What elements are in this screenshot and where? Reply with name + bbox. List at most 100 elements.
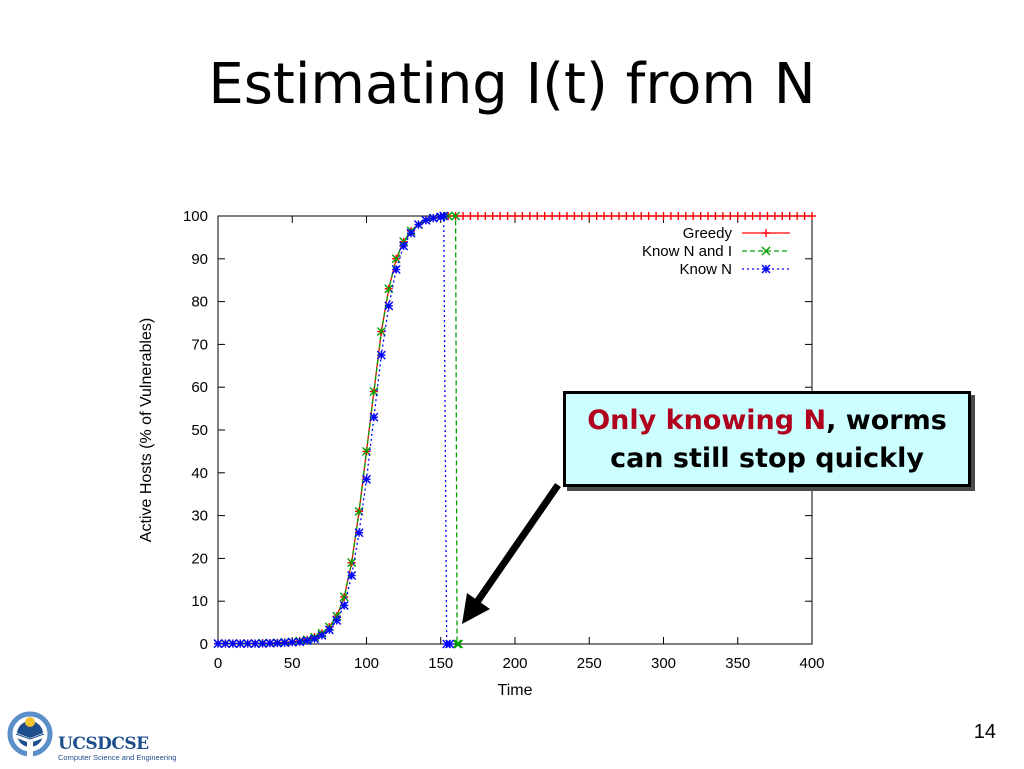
data-point xyxy=(413,220,423,230)
data-point xyxy=(644,212,653,220)
legend-marker xyxy=(761,246,771,256)
data-point xyxy=(376,350,386,360)
data-point xyxy=(332,615,342,625)
ucsd-cse-logo: UCSDCSE Computer Science and Engineering xyxy=(6,710,176,764)
callout-arrow xyxy=(462,483,561,624)
data-point xyxy=(369,412,379,422)
data-point xyxy=(347,558,357,568)
data-point xyxy=(243,639,253,649)
callout-text-line1: , worms xyxy=(826,405,947,436)
data-point xyxy=(748,212,757,220)
x-tick-label: 50 xyxy=(284,655,301,672)
logo-subtitle: Computer Science and Engineering xyxy=(58,753,177,762)
data-point xyxy=(689,212,698,220)
x-tick-label: 0 xyxy=(214,655,222,672)
data-point xyxy=(785,212,794,220)
data-point xyxy=(376,327,386,337)
data-point xyxy=(756,212,765,220)
data-point xyxy=(473,212,482,220)
y-tick-label: 10 xyxy=(191,593,208,610)
legend-label: Know N xyxy=(679,261,732,278)
data-point xyxy=(511,212,519,220)
series-line xyxy=(218,215,459,645)
data-point xyxy=(488,212,497,220)
data-point xyxy=(324,625,334,635)
data-point xyxy=(533,212,542,220)
callout-text-line2: can still stop quickly xyxy=(610,443,924,474)
data-point xyxy=(354,528,364,538)
data-point xyxy=(339,600,349,610)
data-point xyxy=(235,639,245,649)
data-point xyxy=(562,212,571,220)
series-know-n xyxy=(213,211,455,649)
x-tick-label: 400 xyxy=(799,655,824,672)
data-point xyxy=(332,611,342,621)
data-point xyxy=(600,212,609,220)
data-point xyxy=(399,241,409,251)
data-point xyxy=(793,212,802,220)
y-tick-label: 100 xyxy=(183,208,208,225)
data-point xyxy=(421,215,431,225)
data-point xyxy=(466,212,475,220)
callout-box: Only knowing N, worms can still stop qui… xyxy=(563,391,971,487)
data-point xyxy=(570,212,579,220)
data-point xyxy=(763,212,772,220)
data-point xyxy=(451,211,461,221)
x-axis-label: Time xyxy=(498,682,533,699)
data-point xyxy=(439,211,449,221)
data-point xyxy=(525,212,534,220)
data-point xyxy=(258,639,268,649)
data-point xyxy=(399,237,409,247)
data-point xyxy=(629,212,638,220)
series-line xyxy=(218,215,450,645)
y-tick-label: 50 xyxy=(191,422,208,439)
data-point xyxy=(347,571,357,581)
y-axis-label: Active Hosts (% of Vulnerables) xyxy=(138,318,155,542)
data-point xyxy=(585,212,594,220)
data-point xyxy=(681,212,690,220)
data-point xyxy=(265,638,275,648)
data-point xyxy=(659,212,668,220)
data-point xyxy=(428,213,438,223)
logo-wordmark: UCSDCSE xyxy=(58,734,149,754)
y-tick-label: 90 xyxy=(191,251,208,268)
data-point xyxy=(741,212,750,220)
y-tick-label: 30 xyxy=(191,508,208,525)
callout-highlight: Only knowing N xyxy=(587,405,827,436)
data-point xyxy=(317,630,327,640)
x-tick-label: 200 xyxy=(502,655,527,672)
y-tick-label: 80 xyxy=(191,294,208,311)
data-point xyxy=(666,212,675,220)
x-tick-label: 250 xyxy=(577,655,602,672)
x-tick-label: 300 xyxy=(651,655,676,672)
data-point xyxy=(213,639,223,649)
data-point xyxy=(592,212,601,220)
data-point xyxy=(362,474,371,484)
data-point xyxy=(540,212,549,220)
data-point xyxy=(228,639,238,649)
data-point xyxy=(496,212,505,220)
data-point xyxy=(406,228,416,238)
data-point xyxy=(220,639,230,649)
data-point xyxy=(384,301,394,311)
data-point xyxy=(704,212,713,220)
legend-label: Know N and I xyxy=(642,243,732,260)
data-point xyxy=(614,212,623,220)
data-point xyxy=(250,639,260,649)
y-tick-label: 60 xyxy=(191,379,208,396)
data-point xyxy=(459,212,468,220)
x-tick-label: 350 xyxy=(725,655,750,672)
y-tick-label: 20 xyxy=(191,550,208,567)
chart-series xyxy=(213,211,816,649)
ucsd-person-globe-icon xyxy=(7,711,53,760)
data-point xyxy=(295,637,305,647)
data-point xyxy=(770,212,779,220)
page-number: 14 xyxy=(973,721,996,743)
data-point xyxy=(800,212,809,220)
data-point xyxy=(548,212,557,220)
series-know-n-and-i xyxy=(213,211,464,649)
data-point xyxy=(454,639,464,649)
data-point xyxy=(778,212,787,220)
